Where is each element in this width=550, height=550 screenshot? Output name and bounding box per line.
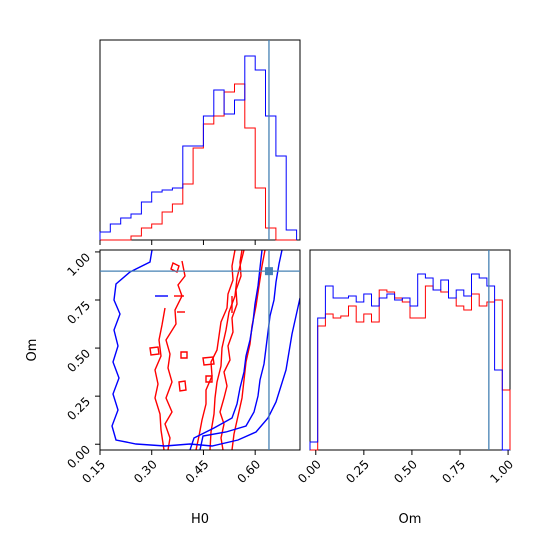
h0-histogram-blue [99,55,298,240]
red-island-2 [149,346,160,356]
red-contour-left-inner [154,307,166,450]
red-contour-inner [209,250,245,450]
x-axis-label-om: Om [399,512,422,527]
om-ytick-label-1: 0.25 [64,394,93,423]
h0-histogram-red [100,83,297,241]
panel-om-histogram: 0.00 0.25 0.50 0.75 1.00 [295,249,516,486]
om-ytick-label-4: 1.00 [64,250,93,279]
panel-h0-om-contour: 0.15 0.30 0.45 0.600.000.250.500.751.00 [64,249,301,486]
blue-contour-mid [189,250,263,450]
red-island-6 [205,375,213,383]
x-axis-label-h0: H0 [191,512,209,527]
om-xtick-label-0: 0.00 [295,457,324,486]
red-contour-right [231,250,266,450]
y-axis-label-om: Om [25,339,40,362]
h0-xtick-label-2: 0.45 [183,457,212,486]
h0-xtick-label-1: 0.30 [131,457,160,486]
om-histogram-blue [309,273,510,451]
blue-contour-outer [111,250,300,447]
h0-xtick-label-3: 0.60 [235,457,264,486]
red-contour-outer [164,250,243,450]
panel-h0-histogram [99,39,301,245]
red-island-3 [180,351,188,359]
om-xtick-label-2: 0.50 [391,457,420,486]
red-contour-mid [195,250,236,450]
om-xtick-label-3: 0.75 [439,457,468,486]
red-island-1 [170,262,180,273]
om-ytick-label-3: 0.75 [64,298,93,327]
red-island-5 [202,356,215,366]
om-ytick-label-2: 0.50 [64,346,93,375]
red-island-4 [178,380,187,392]
truth-marker [264,267,273,276]
om-xtick-label-4: 1.00 [487,457,516,486]
om-xtick-label-1: 0.25 [343,457,372,486]
om-histogram-red [310,285,511,451]
blue-contour-inner [199,250,283,450]
